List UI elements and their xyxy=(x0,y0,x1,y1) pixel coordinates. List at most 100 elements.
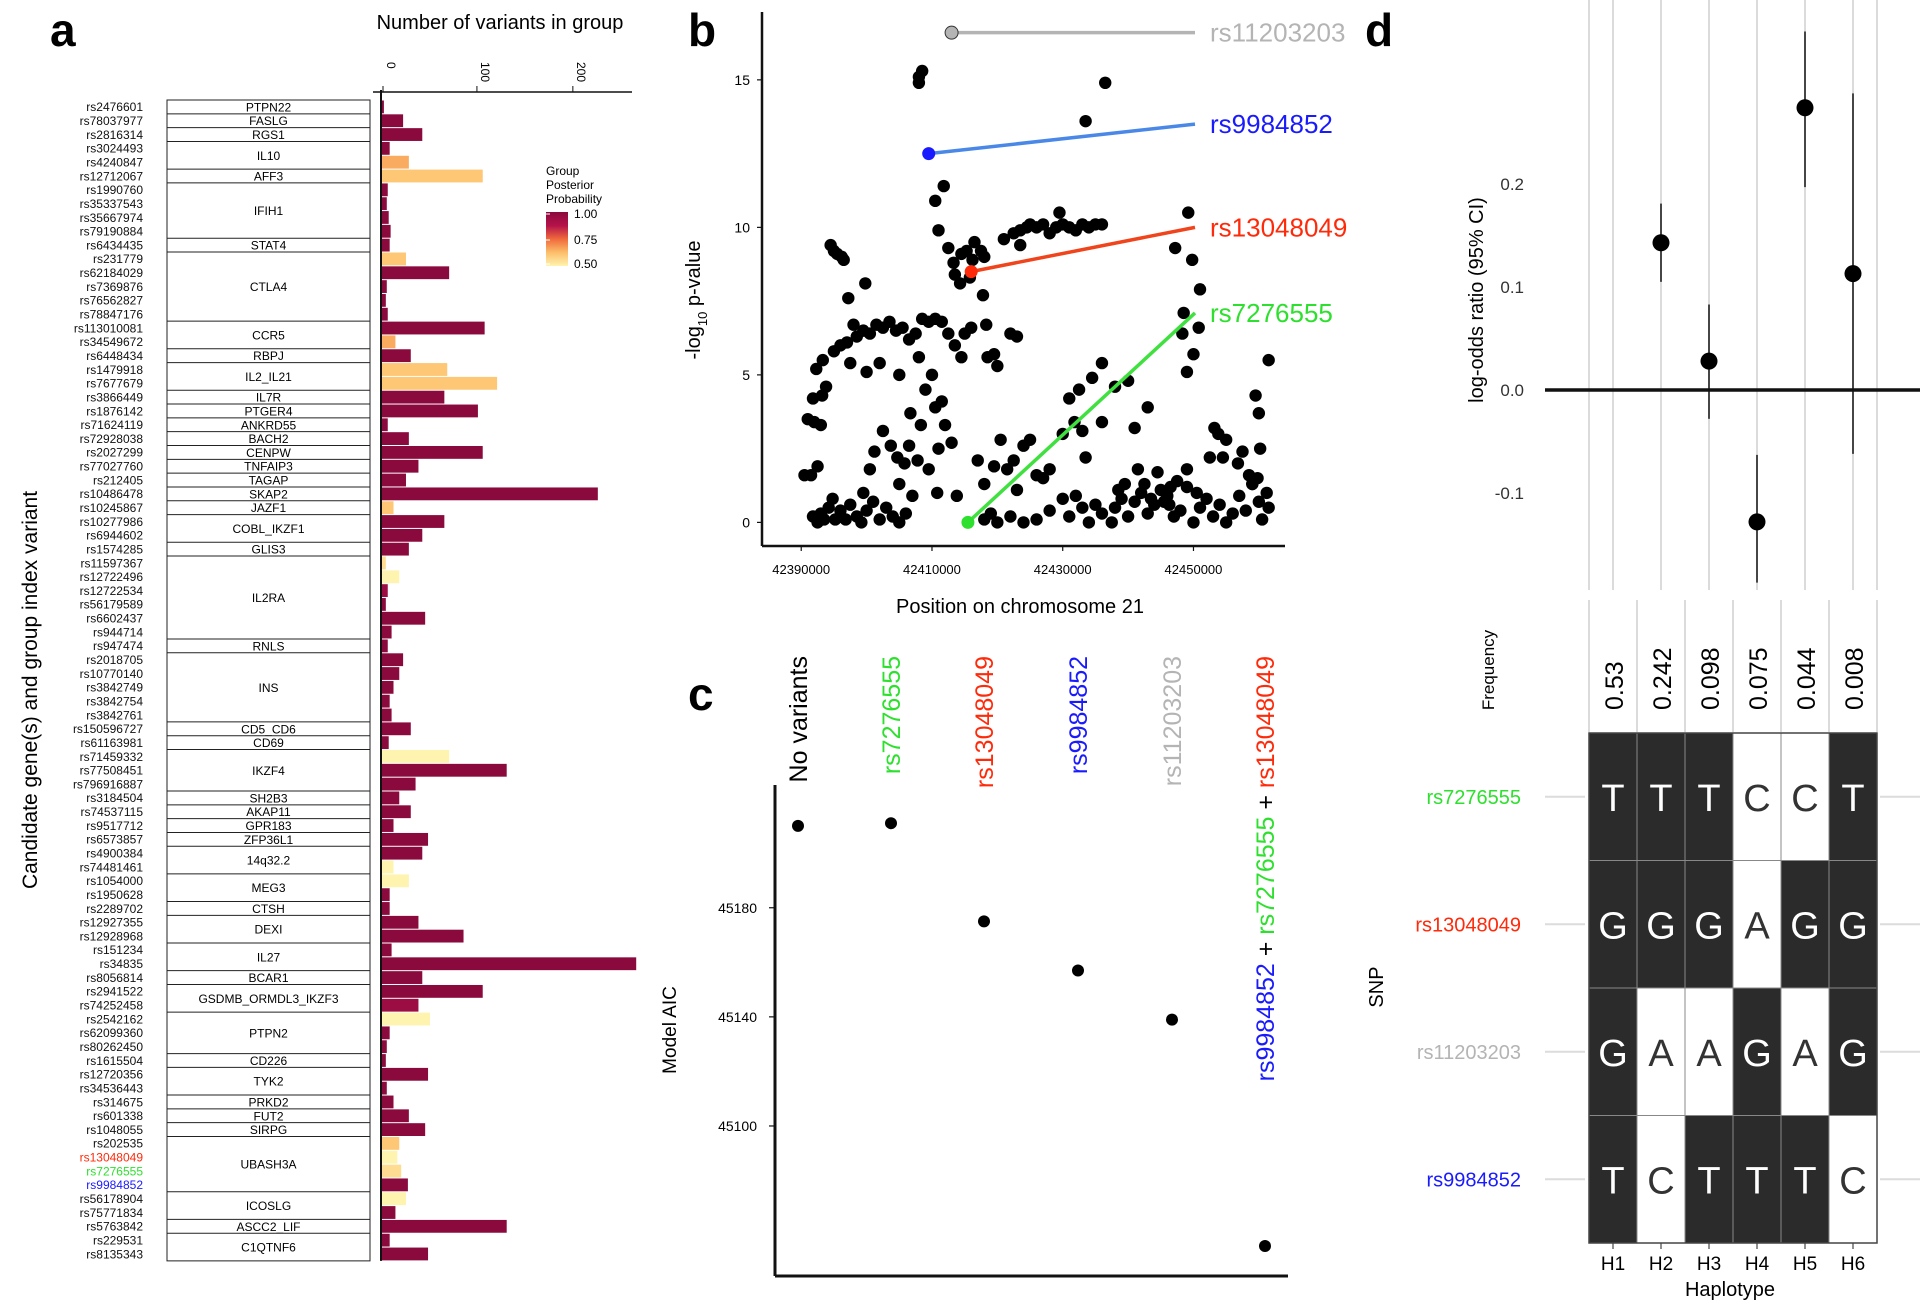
snp-point xyxy=(859,277,872,290)
haplotype-frequency: 0.098 xyxy=(1697,647,1725,710)
haplotype-label: H2 xyxy=(1649,1254,1673,1275)
variant-label: rs62099360 xyxy=(80,1026,144,1040)
variant-label: rs3184504 xyxy=(86,791,143,805)
variant-label: rs601338 xyxy=(93,1109,143,1123)
variant-label: rs9517712 xyxy=(86,819,143,833)
variant-label: rs75771834 xyxy=(80,1206,144,1220)
snp-point xyxy=(816,353,829,367)
snp-point xyxy=(1253,442,1267,455)
snp-point xyxy=(991,516,1004,529)
gene-label: RBPJ xyxy=(253,349,284,363)
snp-point xyxy=(966,253,979,267)
gene-label: FUT2 xyxy=(254,1109,284,1123)
snp-point xyxy=(1231,457,1245,470)
snp-point xyxy=(857,486,870,500)
panel-d: log-odds ratio (95% CI) Frequency SNP Ha… xyxy=(1366,0,1920,1301)
snp-point xyxy=(896,321,909,334)
variant-label: rs202535 xyxy=(93,1137,143,1151)
snp-row-label: rs11203203 xyxy=(1417,1042,1521,1064)
model-label: rs9984852 + rs7276555 + rs13048049 xyxy=(1252,656,1280,1081)
variant-label: rs62184029 xyxy=(80,266,144,280)
panel-label-c: c xyxy=(688,668,714,720)
gene-label: RNLS xyxy=(252,639,284,653)
snp-point xyxy=(1193,283,1207,296)
allele-tile xyxy=(1828,732,1878,861)
variant-label: rs12722534 xyxy=(80,584,144,598)
allele-letter: T xyxy=(1601,778,1624,820)
snp-point xyxy=(811,460,824,473)
snp-axis-title: SNP xyxy=(1366,966,1388,1007)
snp-point xyxy=(840,336,854,349)
snp-point xyxy=(947,256,960,269)
panel-c-y-axis-title: Model AIC xyxy=(660,986,681,1074)
log-odds-point xyxy=(1700,352,1718,370)
variant-count-bar xyxy=(382,1081,387,1095)
variant-label: rs113010081 xyxy=(74,321,143,335)
legend-tick-label: 1.00 xyxy=(574,207,598,221)
variant-count-bar xyxy=(382,556,386,570)
frequency-row-title: Frequency xyxy=(1479,629,1498,710)
allele-letter: G xyxy=(1790,905,1820,947)
variant-count-bar xyxy=(382,128,423,141)
snp-point xyxy=(929,401,942,414)
panel-label-d: d xyxy=(1365,4,1393,56)
allele-letter: C xyxy=(1839,1160,1866,1202)
snp-point xyxy=(1053,206,1066,219)
variant-label: rs796916887 xyxy=(73,777,143,791)
snp-point xyxy=(1203,451,1217,464)
snp-point xyxy=(1180,463,1194,476)
haplotype-axis-title: Haplotype xyxy=(1685,1279,1775,1301)
variant-count-bar xyxy=(382,570,400,584)
variant-label: rs6448434 xyxy=(86,349,143,363)
snp-point xyxy=(965,321,978,334)
panel-d-y-tick-label: -0.1 xyxy=(1495,484,1524,503)
model-aic-point xyxy=(1259,1239,1271,1252)
variant-count-bar xyxy=(382,349,411,363)
variant-count-bar xyxy=(382,432,409,445)
snp-point xyxy=(844,356,857,370)
variant-label: rs3842749 xyxy=(86,681,143,695)
snp-point xyxy=(814,418,828,432)
variant-count-bar xyxy=(382,363,448,376)
snp-point xyxy=(835,250,848,264)
gene-label: BCAR1 xyxy=(248,971,288,985)
gene-label: CTSH xyxy=(252,902,285,916)
variant-label: rs12712067 xyxy=(80,169,144,183)
allele-letter: T xyxy=(1649,778,1672,820)
variant-count-bar xyxy=(382,293,386,307)
snp-point xyxy=(960,244,973,258)
highlight-snp-point xyxy=(961,515,975,529)
snp-point xyxy=(1023,433,1037,446)
variant-label: rs12720356 xyxy=(80,1068,144,1082)
highlight-connector-line xyxy=(966,311,1197,524)
variant-count-bar xyxy=(382,418,388,432)
variant-label: rs2941522 xyxy=(86,985,143,999)
gene-label: COBL_IKZF1 xyxy=(232,522,304,536)
variant-label: rs72928038 xyxy=(80,432,144,446)
snp-point xyxy=(1187,348,1200,361)
snp-point xyxy=(884,439,897,452)
variant-label: rs3842761 xyxy=(86,708,143,722)
variant-label: rs1876142 xyxy=(86,404,143,418)
variant-count-bar xyxy=(382,653,404,667)
variant-count-bar xyxy=(382,584,388,598)
allele-letter: T xyxy=(1793,1160,1816,1202)
variant-count-bar xyxy=(382,390,445,404)
snp-point xyxy=(1108,501,1122,514)
variant-count-bar xyxy=(382,183,388,197)
snp-point xyxy=(925,368,939,382)
highlight-connector-line xyxy=(928,122,1196,156)
snp-point xyxy=(1036,471,1050,485)
gene-label: IL27 xyxy=(257,950,281,964)
snp-point xyxy=(899,507,913,520)
snp-point xyxy=(873,356,886,370)
gene-label: CD5_CD6 xyxy=(241,722,296,736)
gene-label: TYK2 xyxy=(253,1075,283,1089)
variant-label: rs947474 xyxy=(93,639,143,653)
variant-count-bar xyxy=(382,1095,394,1109)
snp-point xyxy=(1043,463,1056,476)
allele-letter: G xyxy=(1838,905,1868,947)
variant-label: rs1048055 xyxy=(86,1123,143,1137)
variant-label: rs229531 xyxy=(93,1233,143,1247)
variant-label: rs12722496 xyxy=(80,570,144,584)
